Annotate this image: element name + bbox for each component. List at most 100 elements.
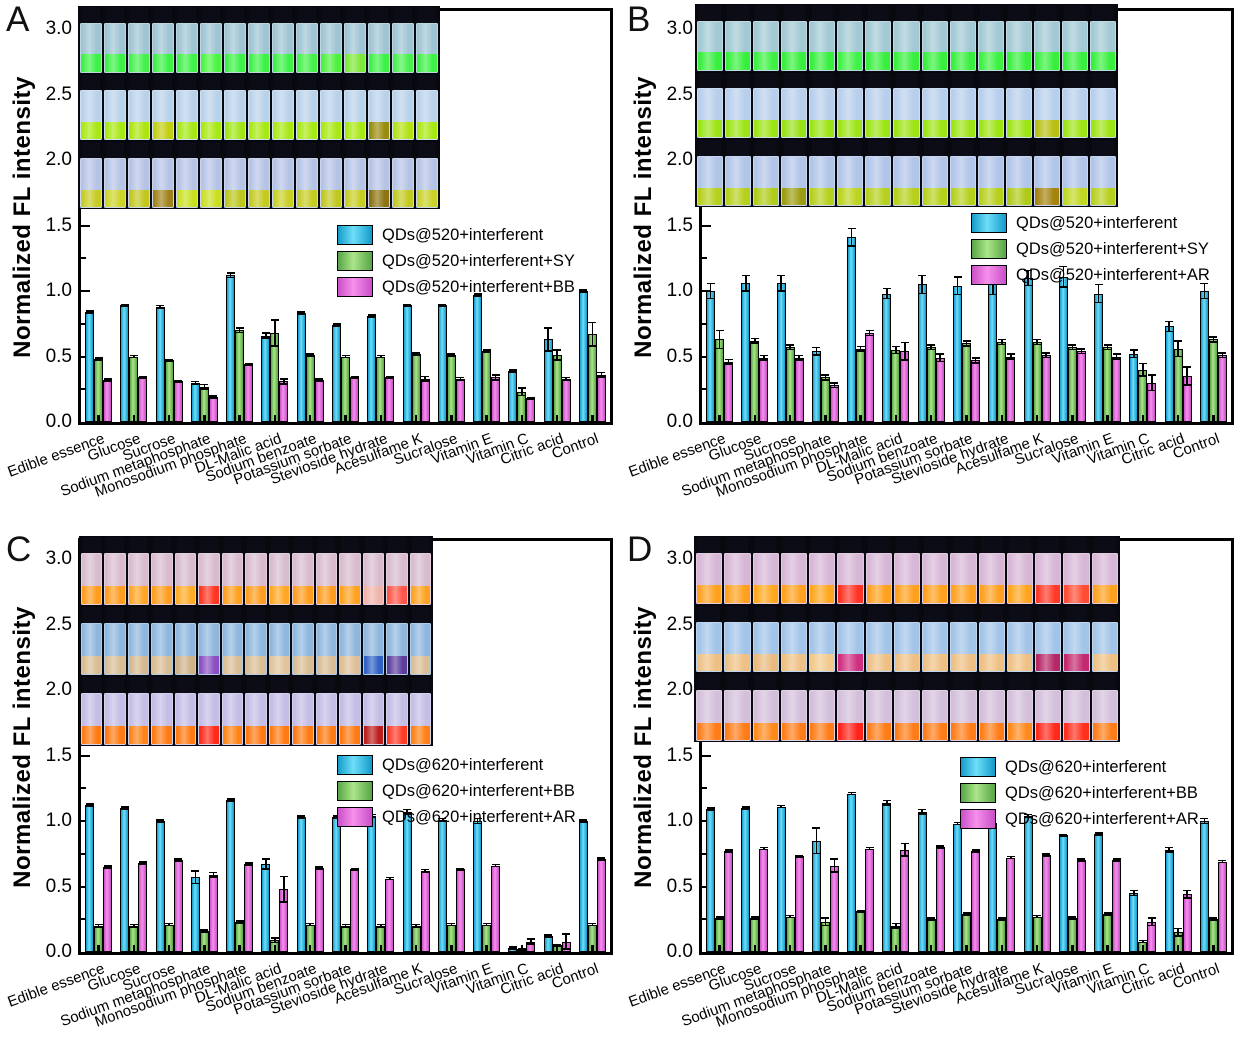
cuvette-liquid	[249, 122, 269, 140]
cuvette	[922, 674, 949, 742]
cuvette-liquid	[273, 189, 293, 208]
x-axis-tick	[97, 945, 100, 952]
cuvette-cap	[273, 142, 293, 159]
cuvette-highlight	[838, 89, 863, 138]
cuvette-cap	[106, 607, 124, 624]
legend-label: QDs@620+interferent	[382, 755, 544, 774]
cuvette-cap	[1037, 674, 1060, 691]
error-bar-cap	[579, 819, 588, 821]
error-bar-cap	[1200, 822, 1209, 825]
cuvette-highlight	[393, 91, 413, 140]
cuvette-body	[865, 156, 892, 207]
error-bar-cap	[847, 791, 856, 794]
cuvette-liquid	[1006, 187, 1031, 206]
cuvette-highlight	[225, 23, 245, 72]
cuvette-body	[893, 20, 920, 71]
cuvette	[104, 7, 126, 73]
error-bar-cap	[856, 345, 865, 348]
legend-swatch-green	[971, 239, 1007, 259]
error-bar	[300, 311, 302, 315]
error-bar-cap	[777, 804, 786, 807]
cuvette-cap	[698, 605, 720, 622]
cuvette-highlight	[781, 554, 807, 603]
cuvette-body	[248, 90, 270, 141]
error-bar	[229, 272, 232, 278]
cuvette-body	[1006, 621, 1034, 673]
cuvette-liquid	[978, 120, 1003, 138]
cuvette	[780, 605, 808, 673]
cuvette-cap	[294, 537, 312, 554]
cuvette-body	[176, 22, 198, 73]
cuvette-body	[392, 90, 414, 141]
cuvette-liquid	[894, 52, 919, 70]
legend-item: QDs@520+interferent	[337, 224, 575, 246]
error-bar-cap	[900, 855, 909, 857]
error-bar-cap	[421, 868, 430, 871]
error-bar	[565, 933, 567, 950]
legend-swatch-green	[337, 251, 373, 271]
cuvette-liquid	[345, 189, 365, 208]
y-axis-tick-label: 1.0	[666, 280, 693, 301]
cuvette	[950, 674, 977, 742]
cuvette-cap	[176, 537, 195, 554]
error-bar-cap	[1183, 897, 1192, 899]
cuvette-body	[198, 693, 220, 745]
cuvette-liquid	[810, 120, 835, 138]
cuvette-liquid	[152, 726, 172, 744]
cuvette-highlight	[269, 694, 290, 744]
error-bar-cap	[997, 338, 1006, 341]
error-bar-cap	[526, 938, 535, 940]
error-bar-cap	[209, 876, 218, 878]
cuvette	[392, 142, 414, 209]
cuvette-cap	[364, 677, 383, 694]
cuvette	[320, 7, 342, 73]
cuvette-liquid	[951, 722, 976, 741]
error-bar	[565, 377, 567, 381]
cuvette-liquid	[1036, 722, 1061, 741]
bar-cyan	[332, 325, 341, 422]
y-axis-tick-label: 1.0	[45, 280, 72, 301]
cuvette-body	[837, 621, 864, 673]
error-bar-cap	[85, 803, 94, 805]
cuvette	[752, 674, 779, 742]
bar-magenta	[385, 878, 395, 952]
error-bar	[1036, 915, 1038, 918]
error-bar	[1001, 339, 1003, 345]
error-bar-cap	[1112, 858, 1121, 860]
cuvette	[865, 5, 892, 71]
error-bar	[1010, 856, 1012, 859]
error-bar	[88, 310, 91, 314]
error-bar	[512, 946, 514, 950]
error-bar-cap	[156, 819, 165, 821]
error-bar-cap	[1059, 833, 1068, 836]
error-bar	[886, 288, 888, 299]
bar-magenta	[103, 380, 113, 422]
cuvette-liquid	[979, 653, 1004, 672]
cuvette-highlight	[82, 694, 102, 744]
bar-magenta	[1217, 861, 1227, 952]
cuvette-cap	[200, 677, 218, 694]
cuvette-liquid	[273, 54, 293, 72]
error-bar	[168, 923, 170, 926]
error-bar-cap	[1209, 341, 1218, 343]
cuvette-liquid	[725, 722, 750, 741]
cuvette-highlight	[177, 159, 197, 208]
error-bar	[309, 353, 311, 357]
cuvette-liquid	[1007, 653, 1033, 672]
error-bar	[283, 378, 285, 384]
bar-cyan	[296, 313, 306, 422]
error-bar-cap	[1024, 813, 1033, 816]
error-bar-cap	[421, 375, 430, 378]
panel-letter-b: B	[627, 0, 651, 39]
bar-green	[94, 359, 104, 422]
cuvette-highlight	[753, 622, 778, 672]
cuvette-body	[752, 553, 779, 604]
error-bar-cap	[988, 293, 997, 296]
cuvette	[809, 605, 836, 673]
cuvette-highlight	[866, 157, 891, 206]
cuvette-cap	[1094, 605, 1116, 622]
error-bar-cap	[724, 849, 733, 851]
error-bar-cap	[508, 948, 517, 950]
cuvette-liquid	[754, 120, 779, 138]
cuvette-cap	[867, 140, 890, 157]
